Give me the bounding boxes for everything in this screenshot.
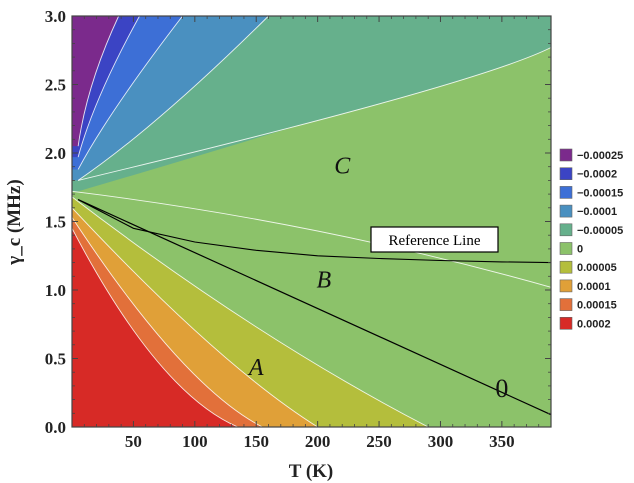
legend-swatch — [559, 186, 573, 199]
legend-swatch — [559, 279, 573, 293]
legend-label: 0.00015 — [577, 300, 617, 312]
zero-contour-line — [77, 199, 552, 416]
reference-line-box — [370, 226, 499, 253]
y-tick-label: 2.5 — [45, 76, 66, 95]
legend-label: −0.00025 — [577, 150, 623, 162]
legend-swatch — [559, 242, 573, 255]
legend-swatch — [559, 204, 573, 218]
contour-line — [77, 15, 120, 147]
legend-swatch — [559, 148, 573, 162]
legend-label: 0.0002 — [577, 318, 611, 330]
legend-swatch — [559, 260, 573, 274]
contour-band — [72, 228, 238, 427]
contour-line — [77, 15, 269, 181]
contour-line — [71, 217, 263, 428]
legend-label: 0 — [577, 244, 583, 256]
chart-overlay: A B C 0 — [77, 154, 552, 416]
plot-area — [71, 15, 552, 428]
y-tick-label: 2.0 — [45, 144, 66, 163]
reference-line-label: Reference Line — [370, 226, 499, 253]
legend-label: −0.00015 — [577, 187, 623, 199]
x-tick-label: 100 — [182, 432, 208, 451]
x-tick-label: 50 — [125, 432, 142, 451]
legend-swatch — [559, 298, 573, 311]
y-tick-label: 0.0 — [45, 418, 66, 437]
reference-line — [77, 199, 552, 264]
y-tick-label: 1.0 — [45, 281, 66, 300]
contour-line — [71, 207, 318, 428]
region-label-c: C — [334, 154, 351, 180]
legend-label: 0.0001 — [577, 281, 611, 293]
legend-swatch — [559, 167, 573, 180]
region-label-a: A — [247, 355, 264, 381]
zero-contour-label: 0 — [495, 374, 508, 403]
axes: 50 100 150 200 250 300 350 0.0 0.5 1.0 1.5 2.0 2.5 3.… — [45, 7, 551, 451]
legend-label: 0.00005 — [577, 262, 617, 274]
legend-label: −0.0001 — [577, 206, 617, 218]
reference-line-text: Reference Line — [388, 233, 480, 249]
contour-line — [77, 15, 140, 158]
region-label-b: B — [316, 267, 331, 293]
contour-band — [72, 16, 119, 147]
contour-line — [71, 228, 238, 428]
x-tick-label: 150 — [243, 432, 269, 451]
contour-band — [78, 16, 552, 181]
legend-swatch — [559, 223, 573, 237]
y-tick-label: 1.5 — [45, 213, 66, 232]
y-tick-label: 0.5 — [45, 350, 66, 369]
contour-line — [71, 196, 429, 428]
legend-swatch — [559, 316, 573, 330]
legend: −0.00025 −0.0002 −0.00015 −0.0001 −0.00005 0 0… — [559, 148, 623, 330]
y-tick-label: 3.0 — [45, 7, 66, 26]
legend-label: −0.00005 — [577, 225, 623, 237]
legend-label: −0.0002 — [577, 169, 617, 181]
x-tick-label: 200 — [305, 432, 331, 451]
x-tick-label: 350 — [489, 432, 515, 451]
x-axis-label: T (K) — [289, 461, 334, 482]
contour-line — [77, 15, 183, 170]
x-tick-label: 250 — [366, 432, 392, 451]
contour-line — [78, 47, 552, 181]
contour-line — [71, 190, 552, 288]
x-tick-label: 300 — [428, 432, 454, 451]
y-axis-label: γ_c (MHz) — [4, 179, 25, 265]
